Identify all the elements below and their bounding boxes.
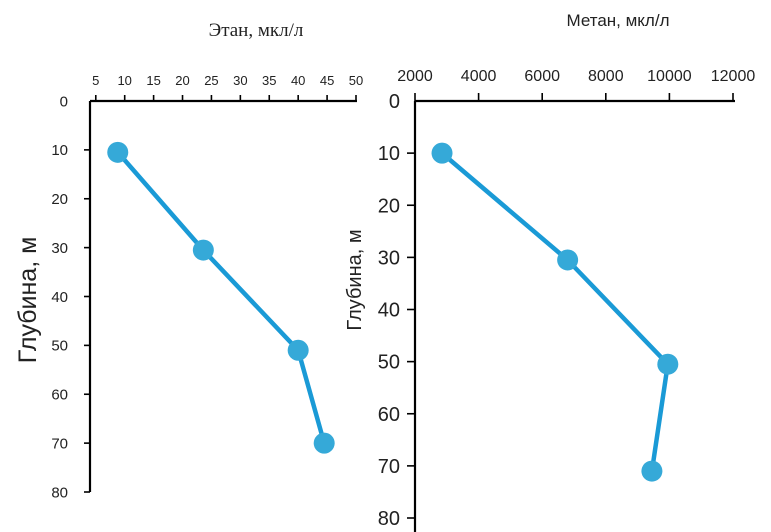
- ethane-y-tick-label: 80: [51, 484, 68, 501]
- methane-x-tick-label: 6000: [524, 68, 560, 85]
- ethane-y-tick-label: 40: [51, 289, 68, 306]
- methane-y-tick-label: 70: [378, 456, 400, 478]
- ethane-y-axis-title: Глубина, м: [14, 237, 42, 364]
- ethane-y-tick-label: 70: [51, 435, 68, 452]
- ethane-y-tick-label: 10: [51, 142, 68, 159]
- ethane-data-point: [107, 141, 129, 163]
- methane-y-tick-label: 40: [378, 300, 400, 322]
- ethane-x-tick-label: 50: [349, 73, 363, 88]
- ethane-x-tick-label: 30: [233, 73, 247, 88]
- methane-y-tick-label: 80: [378, 508, 400, 530]
- methane-x-axis-title: Метан, мкл/л: [566, 11, 669, 30]
- ethane-series-line: [115, 150, 327, 446]
- ethane-x-tick-label: 45: [320, 73, 334, 88]
- ethane-data-point: [192, 239, 214, 261]
- ethane-y-tick-label: 60: [51, 387, 68, 404]
- methane-y-tick-label: 0: [389, 91, 400, 113]
- methane-series: [431, 142, 679, 482]
- ethane-x-tick-label: 40: [291, 73, 305, 88]
- methane-data-point: [557, 249, 579, 271]
- methane-x-tick-label: 4000: [461, 68, 497, 85]
- methane-y-tick-label: 10: [378, 143, 400, 165]
- ethane-data-point: [287, 339, 309, 361]
- methane-x-tick-label: 2000: [397, 68, 433, 85]
- methane-y-tick-label: 60: [378, 404, 400, 426]
- methane-y-tick-label: 50: [378, 352, 400, 374]
- ethane-chart: Этан, мкл/л Глубина, м 5 10 15 20 25 30 35 40 45…: [14, 20, 363, 501]
- methane-axes: 2000 4000 6000 8000 10000 12000 0 10 20 30 40 50 60 7…: [378, 68, 756, 532]
- methane-x-tick-label: 10000: [647, 68, 692, 85]
- ethane-y-tick-label: 0: [60, 93, 68, 110]
- ethane-x-axis-title: Этан, мкл/л: [209, 20, 304, 41]
- ethane-axes: 5 10 15 20 25 30 35 40 45 50 0 10 20 30 40 50 60 70 80: [51, 73, 363, 501]
- methane-data-point: [657, 353, 679, 375]
- methane-y-tick-label: 30: [378, 247, 400, 269]
- ethane-x-tick-label: 5: [92, 73, 99, 88]
- ethane-series: [107, 141, 335, 454]
- methane-x-tick-label: 12000: [711, 68, 756, 85]
- methane-data-point: [431, 142, 453, 164]
- methane-y-axis-title: Глубина, м: [344, 229, 366, 330]
- ethane-y-tick-label: 20: [51, 191, 68, 208]
- ethane-x-tick-label: 10: [117, 73, 131, 88]
- ethane-x-tick-label: 15: [146, 73, 160, 88]
- ethane-x-tick-label: 25: [204, 73, 218, 88]
- methane-data-point: [641, 460, 663, 482]
- ethane-y-tick-label: 30: [51, 240, 68, 257]
- methane-y-tick-label: 20: [378, 195, 400, 217]
- ethane-y-tick-label: 50: [51, 338, 68, 355]
- methane-chart: Метан, мкл/л Глубина, м 2000 4000 6000 8000…: [344, 11, 755, 532]
- ethane-x-tick-label: 35: [262, 73, 276, 88]
- methane-x-tick-label: 8000: [588, 68, 624, 85]
- ethane-x-tick-label: 20: [175, 73, 189, 88]
- ethane-data-point: [313, 432, 335, 454]
- methane-series-line: [439, 150, 671, 474]
